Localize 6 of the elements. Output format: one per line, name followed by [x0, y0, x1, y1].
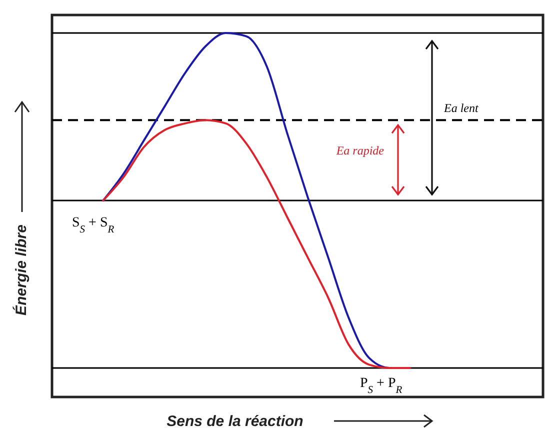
annotation: Ea lent [443, 101, 479, 116]
annotation: Ea rapide [335, 143, 385, 158]
text: P$_{S}$ + P$_{R}$ [360, 376, 403, 396]
y-axis-title: Énergie libre [12, 224, 30, 316]
x-axis-title: Sens de la réaction [166, 413, 304, 430]
annotation: S$_{S}$ + S$_{R}$ [72, 216, 115, 235]
